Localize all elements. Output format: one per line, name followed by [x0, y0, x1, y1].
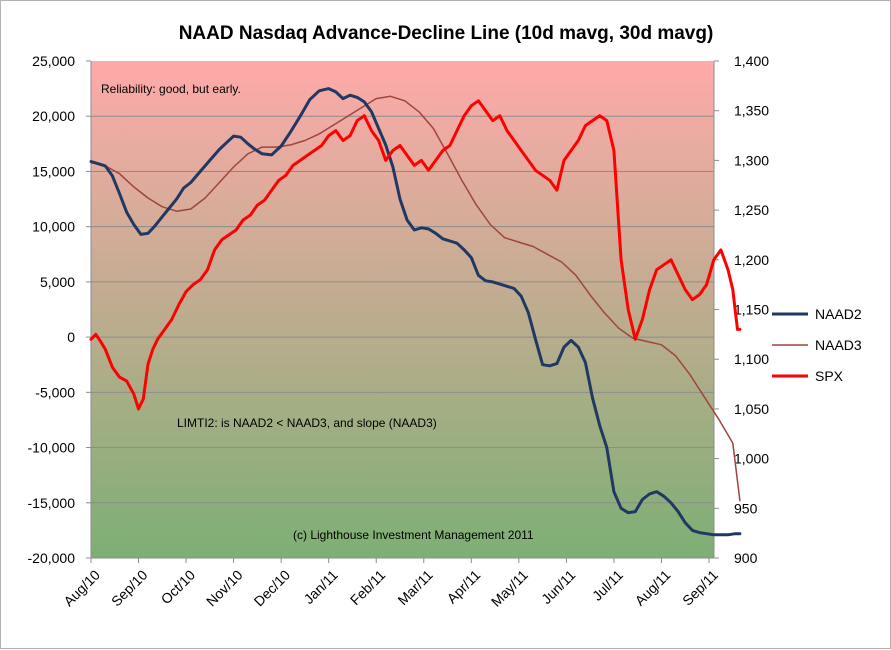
- x-tick-label: Jul/11: [589, 567, 626, 604]
- left-axis: -20,000 -15,000 -10,000 -5,000 0 5,000 10,000 1…: [28, 53, 92, 566]
- x-axis: Aug/10 Sep/10 Oct/10 Nov/10 Dec/10 Jan/11 Feb/…: [60, 557, 721, 610]
- legend-label-spx: SPX: [815, 368, 844, 384]
- x-tick-label: Aug/11: [632, 567, 674, 609]
- series-line-naad2: [89, 87, 742, 537]
- right-tick-label: 1,350: [734, 103, 769, 119]
- left-tick-label: 10,000: [32, 219, 75, 235]
- x-tick-label: Feb/11: [347, 567, 389, 609]
- annotation-limti2: LIMTI2: is NAAD2 < NAAD3, and slope (NAA…: [177, 416, 437, 430]
- x-tick-label: Aug/10: [60, 567, 103, 610]
- right-tick-label: 1,100: [734, 351, 769, 367]
- right-tick-label: 900: [734, 550, 758, 566]
- right-tick-label: 1,250: [734, 202, 769, 218]
- left-tick-label: 5,000: [40, 274, 75, 290]
- left-tick-label: -15,000: [28, 495, 76, 511]
- series-line-spx: [89, 99, 742, 411]
- right-tick-label: 1,200: [734, 252, 769, 268]
- left-tick-label: 20,000: [32, 108, 75, 124]
- left-tick-label: -5,000: [35, 384, 75, 400]
- left-tick-label: 25,000: [32, 53, 75, 69]
- x-tick-label: Apr/11: [444, 567, 484, 607]
- left-tick-label: -20,000: [28, 550, 76, 566]
- right-tick-label: 1,400: [734, 53, 769, 69]
- legend: NAAD2 NAAD3 SPX: [772, 306, 862, 384]
- legend-label-naad2: NAAD2: [815, 306, 862, 322]
- x-tick-label: Mar/11: [394, 567, 436, 609]
- series-layer: [89, 87, 742, 537]
- x-tick-label: Jan/11: [300, 567, 340, 607]
- x-tick-label: Oct/10: [158, 567, 199, 608]
- legend-label-naad3: NAAD3: [815, 337, 862, 353]
- left-tick-label: -10,000: [28, 440, 76, 456]
- right-tick-label: 1,150: [734, 302, 769, 318]
- chart-title: NAAD Nasdaq Advance-Decline Line (10d ma…: [179, 23, 714, 44]
- right-tick-label: 950: [734, 500, 758, 516]
- right-tick-label: 1,300: [734, 152, 769, 168]
- left-tick-label: 15,000: [32, 163, 75, 179]
- right-axis: 900 950 1,000 1,050 1,100 1,150 1,200 1,250 1,30…: [713, 53, 769, 566]
- x-tick-label: Dec/10: [251, 567, 294, 610]
- x-tick-label: Sep/10: [108, 567, 151, 610]
- plot-area: [91, 61, 714, 558]
- annotation-copyright: (c) Lighthouse Investment Management 201…: [293, 528, 534, 542]
- right-tick-label: 1,050: [734, 401, 769, 417]
- right-tick-label: 1,000: [734, 451, 769, 467]
- annotation-reliability: Reliability: good, but early.: [101, 82, 241, 96]
- x-tick-label: Sep/11: [679, 567, 721, 609]
- left-tick-label: 0: [67, 329, 75, 345]
- x-tick-label: Jun/11: [538, 567, 578, 607]
- series-line-naad3: [90, 95, 741, 502]
- x-tick-label: Nov/10: [203, 567, 246, 610]
- x-tick-label: May/11: [488, 567, 531, 610]
